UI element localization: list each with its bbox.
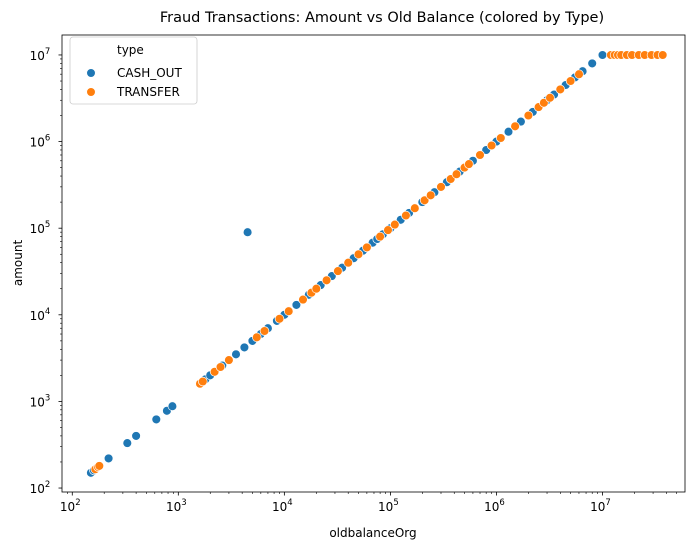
x-tick-label-0: 102 bbox=[60, 498, 81, 514]
chart-title: Fraud Transactions: Amount vs Old Balanc… bbox=[160, 10, 604, 26]
point-transfer-17 bbox=[343, 257, 353, 268]
point-transfer-10 bbox=[274, 314, 285, 324]
point-cash-out-49 bbox=[597, 50, 608, 60]
point-transfer-27 bbox=[436, 182, 446, 192]
point-transfer-14 bbox=[311, 283, 322, 294]
point-transfer-39 bbox=[545, 93, 555, 103]
point-cash-out-9 bbox=[242, 227, 253, 237]
point-transfer-9 bbox=[259, 326, 270, 336]
legend-box bbox=[69, 36, 198, 105]
legend-label-cash-out: CASH_OUT bbox=[117, 66, 182, 80]
point-transfer-38 bbox=[539, 98, 549, 108]
x-axis-title: oldbalanceOrg bbox=[329, 526, 416, 540]
y-tick-label-5: 107 bbox=[30, 47, 51, 63]
point-transfer-18 bbox=[353, 249, 364, 260]
point-transfer-7 bbox=[224, 355, 234, 365]
x-axis: 102 103 104 105 106 107 bbox=[60, 492, 677, 514]
point-transfer-33 bbox=[486, 140, 497, 151]
x-tick-label-1: 103 bbox=[166, 498, 187, 514]
point-transfer-2 bbox=[94, 461, 105, 471]
legend: type CASH_OUT TRANSFER bbox=[69, 36, 198, 105]
y-axis-title: amount bbox=[11, 240, 25, 287]
point-transfer-32 bbox=[475, 150, 485, 160]
point-transfer-19 bbox=[362, 242, 372, 253]
point-transfer-4 bbox=[198, 376, 208, 387]
point-transfer-34 bbox=[496, 133, 506, 143]
point-transfer-29 bbox=[451, 169, 462, 179]
point-transfer-23 bbox=[401, 210, 411, 221]
legend-label-transfer: TRANSFER bbox=[116, 85, 180, 99]
point-transfer-53 bbox=[657, 50, 668, 60]
y-tick-label-0: 102 bbox=[30, 480, 51, 496]
point-transfer-8 bbox=[252, 332, 262, 343]
point-cash-out-40 bbox=[503, 126, 514, 137]
point-cash-out-3 bbox=[103, 453, 114, 464]
point-transfer-6 bbox=[215, 362, 226, 372]
point-cash-out-20 bbox=[291, 300, 302, 310]
point-cash-out-5 bbox=[131, 431, 141, 441]
point-transfer-41 bbox=[565, 76, 576, 86]
point-transfer-35 bbox=[510, 121, 520, 132]
point-cash-out-8 bbox=[167, 401, 178, 411]
point-transfer-25 bbox=[419, 195, 430, 206]
legend-title: type bbox=[117, 43, 144, 57]
x-tick-label-5: 107 bbox=[590, 498, 611, 514]
x-tick-label-2: 104 bbox=[272, 498, 293, 514]
point-transfer-20 bbox=[375, 231, 385, 242]
point-cash-out-4 bbox=[122, 438, 133, 448]
point-transfer-42 bbox=[574, 69, 584, 79]
x-tick-label-4: 106 bbox=[484, 498, 505, 514]
y-axis: 102 103 104 105 106 107 bbox=[30, 47, 62, 496]
point-transfer-21 bbox=[383, 225, 393, 235]
point-transfer-26 bbox=[425, 190, 436, 201]
x-tick-label-3: 105 bbox=[378, 498, 399, 514]
point-transfer-16 bbox=[333, 266, 343, 276]
point-cash-out-14 bbox=[239, 342, 250, 353]
point-transfer-12 bbox=[298, 294, 308, 305]
y-tick-label-2: 104 bbox=[30, 307, 51, 323]
legend-marker-cash-out bbox=[86, 68, 96, 78]
point-transfer-31 bbox=[464, 159, 474, 169]
y-tick-label-1: 103 bbox=[30, 393, 51, 409]
point-transfer-40 bbox=[555, 84, 566, 95]
legend-marker-transfer bbox=[86, 87, 96, 97]
point-cash-out-13 bbox=[231, 349, 241, 360]
point-transfer-15 bbox=[321, 275, 332, 286]
plot-frame bbox=[61, 34, 686, 493]
y-tick-label-3: 105 bbox=[30, 220, 51, 236]
y-tick-label-4: 106 bbox=[30, 134, 51, 150]
point-transfer-22 bbox=[390, 219, 400, 230]
points-layer bbox=[86, 50, 668, 478]
point-transfer-24 bbox=[410, 203, 420, 213]
point-cash-out-48 bbox=[587, 58, 597, 69]
point-transfer-36 bbox=[523, 110, 534, 121]
point-transfer-11 bbox=[283, 306, 294, 316]
point-cash-out-6 bbox=[151, 414, 162, 425]
